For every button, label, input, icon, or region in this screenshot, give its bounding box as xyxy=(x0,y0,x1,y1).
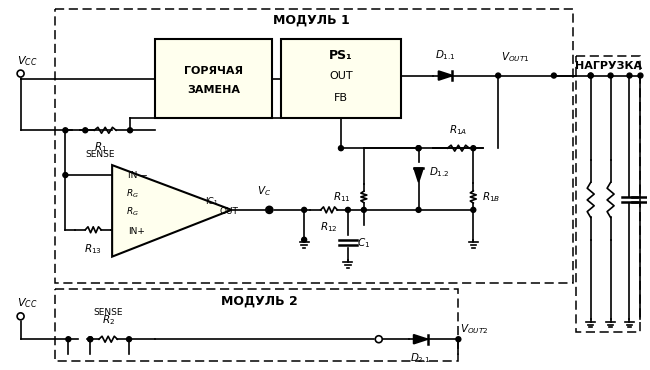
Circle shape xyxy=(266,206,273,213)
Circle shape xyxy=(375,336,382,343)
Circle shape xyxy=(127,337,131,342)
Text: $C_1$: $C_1$ xyxy=(357,236,370,250)
Text: IN −: IN − xyxy=(128,171,148,179)
Circle shape xyxy=(588,73,593,78)
Text: SENSE: SENSE xyxy=(85,150,115,159)
Text: $R_{11}$: $R_{11}$ xyxy=(333,190,351,204)
Text: ГОРЯЧАЯ: ГОРЯЧАЯ xyxy=(184,65,243,75)
Text: МОДУЛЬ 1: МОДУЛЬ 1 xyxy=(273,14,350,27)
Circle shape xyxy=(361,208,367,212)
Circle shape xyxy=(302,237,307,242)
Polygon shape xyxy=(413,335,428,344)
Circle shape xyxy=(63,172,68,178)
Circle shape xyxy=(456,337,461,342)
Text: IC₁: IC₁ xyxy=(205,198,218,206)
Text: $V_{CC}$: $V_{CC}$ xyxy=(17,54,37,68)
Text: FB: FB xyxy=(334,94,348,104)
Circle shape xyxy=(471,208,476,212)
Bar xyxy=(281,39,400,118)
Circle shape xyxy=(345,208,350,212)
Text: $R_G$: $R_G$ xyxy=(126,188,139,200)
Text: PS₁: PS₁ xyxy=(329,49,353,62)
Text: $V_{CC}$: $V_{CC}$ xyxy=(17,297,37,310)
Circle shape xyxy=(17,313,24,320)
Polygon shape xyxy=(414,168,423,182)
Text: $R_{1B}$: $R_{1B}$ xyxy=(482,190,500,204)
Text: $R_{12}$: $R_{12}$ xyxy=(320,220,338,233)
Text: $D_{1.1}$: $D_{1.1}$ xyxy=(435,48,456,62)
Text: $R_{13}$: $R_{13}$ xyxy=(84,242,102,256)
Polygon shape xyxy=(112,165,231,257)
Text: SENSE: SENSE xyxy=(94,308,123,317)
Circle shape xyxy=(302,208,307,212)
Circle shape xyxy=(17,70,24,77)
Circle shape xyxy=(638,73,643,78)
Bar xyxy=(576,56,640,332)
Circle shape xyxy=(471,146,476,151)
Circle shape xyxy=(88,337,93,342)
Circle shape xyxy=(83,128,88,133)
Text: $R_G$: $R_G$ xyxy=(126,206,139,218)
Circle shape xyxy=(551,73,556,78)
Text: $R_1$: $R_1$ xyxy=(94,140,107,154)
Bar xyxy=(55,289,458,361)
Bar xyxy=(155,39,272,118)
Circle shape xyxy=(416,208,421,212)
Text: $D_{2.1}$: $D_{2.1}$ xyxy=(410,351,431,365)
Circle shape xyxy=(416,146,421,151)
Circle shape xyxy=(627,73,632,78)
Circle shape xyxy=(88,337,93,342)
Text: $R_2$: $R_2$ xyxy=(101,313,114,327)
Text: $D_{1.2}$: $D_{1.2}$ xyxy=(428,165,449,179)
Circle shape xyxy=(63,128,68,133)
Text: $R_{1A}$: $R_{1A}$ xyxy=(449,124,467,137)
Circle shape xyxy=(127,128,133,133)
Text: МОДУЛЬ 2: МОДУЛЬ 2 xyxy=(221,295,298,307)
Circle shape xyxy=(416,146,421,151)
Text: $V_{OUT1}$: $V_{OUT1}$ xyxy=(501,50,530,64)
Circle shape xyxy=(339,146,343,151)
Text: OUT: OUT xyxy=(329,71,353,81)
Text: $V_C$: $V_C$ xyxy=(257,184,272,198)
Text: НАГРУЗКА: НАГРУЗКА xyxy=(575,61,642,71)
Text: $V_{OUT2}$: $V_{OUT2}$ xyxy=(460,322,489,336)
Text: IN+: IN+ xyxy=(128,227,145,236)
Circle shape xyxy=(267,208,272,212)
Circle shape xyxy=(608,73,613,78)
Circle shape xyxy=(496,73,500,78)
Circle shape xyxy=(588,73,593,78)
Bar xyxy=(55,9,573,283)
Polygon shape xyxy=(439,71,452,80)
Circle shape xyxy=(66,337,71,342)
Text: OUT: OUT xyxy=(220,207,239,216)
Text: ЗАМЕНА: ЗАМЕНА xyxy=(187,85,240,95)
